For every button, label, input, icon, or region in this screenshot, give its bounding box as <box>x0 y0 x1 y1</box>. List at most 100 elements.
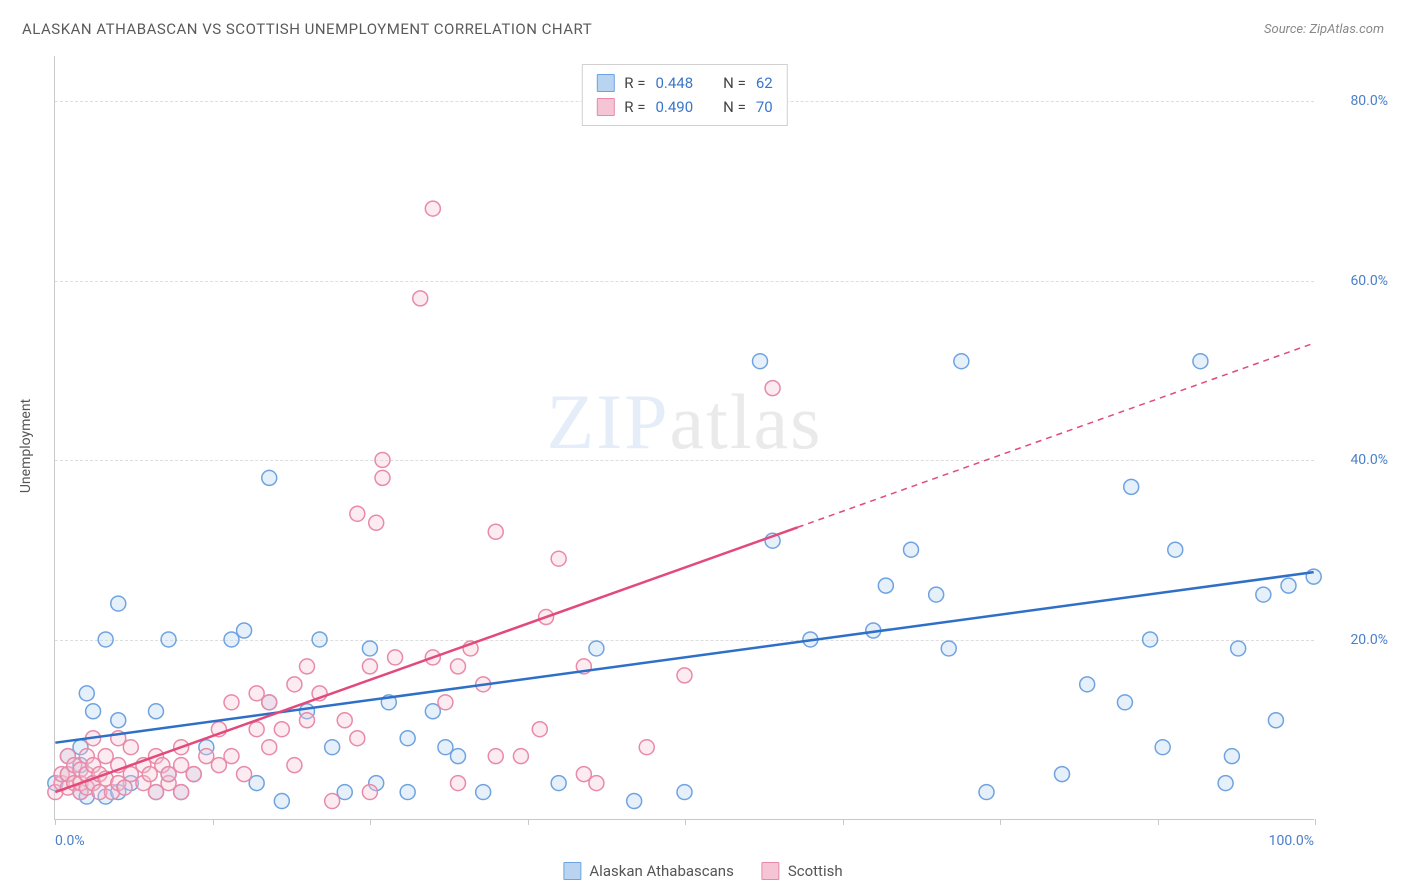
scatter-point <box>677 668 692 683</box>
scatter-point <box>111 596 126 611</box>
series-legend-item: Alaskan Athabascans <box>563 862 733 880</box>
scatter-point <box>325 794 340 809</box>
scatter-point <box>532 722 547 737</box>
scatter-point <box>98 632 113 647</box>
scatter-point <box>174 785 189 800</box>
scatter-point <box>325 740 340 755</box>
n-value-1: 70 <box>756 95 773 119</box>
y-tick-label: 20.0% <box>1324 632 1388 648</box>
scatter-point <box>274 722 289 737</box>
trend-line <box>55 572 1313 743</box>
scatter-point <box>451 659 466 674</box>
scatter-point <box>413 291 428 306</box>
scatter-point <box>111 713 126 728</box>
scatter-point <box>79 686 94 701</box>
r-label: R = <box>624 95 645 119</box>
scatter-point <box>878 578 893 593</box>
y-axis-label: Unemployment <box>18 399 34 493</box>
legend-swatch-series-1 <box>762 862 780 880</box>
scatter-point <box>765 381 780 396</box>
y-tick-label: 60.0% <box>1324 273 1388 289</box>
scatter-point <box>123 740 138 755</box>
trend-line-extrapolated <box>798 343 1314 527</box>
scatter-point <box>488 749 503 764</box>
scatter-point <box>224 695 239 710</box>
x-tick <box>1000 819 1001 825</box>
scatter-point <box>149 704 164 719</box>
scatter-point <box>1193 354 1208 369</box>
scatter-point <box>627 794 642 809</box>
r-label: R = <box>624 71 645 95</box>
x-tick-label: 100.0% <box>1269 833 1314 849</box>
scatter-point <box>1224 749 1239 764</box>
scatter-point <box>1268 713 1283 728</box>
scatter-point <box>753 354 768 369</box>
scatter-point <box>451 749 466 764</box>
scatter-point <box>262 470 277 485</box>
scatter-point <box>1155 740 1170 755</box>
scatter-point <box>400 785 415 800</box>
scatter-point <box>589 641 604 656</box>
scatter-point <box>438 695 453 710</box>
scatter-point <box>300 659 315 674</box>
scatter-point <box>1256 587 1271 602</box>
scatter-point <box>388 650 403 665</box>
trend-line <box>55 527 797 792</box>
scatter-point <box>249 722 264 737</box>
scatter-point <box>262 740 277 755</box>
y-tick-label: 80.0% <box>1324 93 1388 109</box>
scatter-point <box>1080 677 1095 692</box>
scatter-point <box>589 776 604 791</box>
scatter-point <box>513 749 528 764</box>
scatter-point <box>224 749 239 764</box>
scatter-point <box>1306 569 1321 584</box>
series-legend-item: Scottish <box>762 862 843 880</box>
scatter-point <box>451 776 466 791</box>
scatter-point <box>677 785 692 800</box>
scatter-point <box>1055 767 1070 782</box>
scatter-point <box>337 713 352 728</box>
r-value-1: 0.490 <box>655 95 693 119</box>
scatter-point <box>551 776 566 791</box>
scatter-point <box>1117 695 1132 710</box>
scatter-point <box>929 587 944 602</box>
scatter-point <box>1218 776 1233 791</box>
x-tick <box>685 819 686 825</box>
scatter-point <box>476 785 491 800</box>
legend-swatch-series-0 <box>596 74 614 92</box>
series-name-1: Scottish <box>788 862 843 880</box>
source-name: ZipAtlas.com <box>1309 22 1384 37</box>
scatter-point <box>362 641 377 656</box>
scatter-point <box>375 452 390 467</box>
x-tick-label: 0.0% <box>55 833 85 849</box>
scatter-point <box>287 758 302 773</box>
scatter-point <box>639 740 654 755</box>
scatter-point <box>954 354 969 369</box>
x-tick <box>55 819 56 825</box>
scatter-point <box>551 551 566 566</box>
series-legend: Alaskan Athabascans Scottish <box>563 862 842 880</box>
x-tick <box>1158 819 1159 825</box>
scatter-point <box>362 659 377 674</box>
scatter-point <box>904 542 919 557</box>
scatter-point <box>1168 542 1183 557</box>
scatter-point <box>369 515 384 530</box>
scatter-point <box>375 470 390 485</box>
scatter-point <box>287 677 302 692</box>
scatter-point <box>1124 479 1139 494</box>
scatter-point <box>312 632 327 647</box>
scatter-point <box>1143 632 1158 647</box>
scatter-point <box>262 695 277 710</box>
scatter-point <box>237 767 252 782</box>
stats-legend: R = 0.448 N = 62 R = 0.490 N = 70 <box>581 64 787 126</box>
scatter-point <box>161 632 176 647</box>
n-label: N = <box>723 95 746 119</box>
scatter-point <box>350 506 365 521</box>
source-attribution: Source: ZipAtlas.com <box>1264 22 1384 37</box>
n-value-0: 62 <box>756 71 773 95</box>
scatter-point <box>237 623 252 638</box>
scatter-point <box>274 794 289 809</box>
n-label: N = <box>723 71 746 95</box>
scatter-point <box>362 785 377 800</box>
scatter-point <box>300 713 315 728</box>
